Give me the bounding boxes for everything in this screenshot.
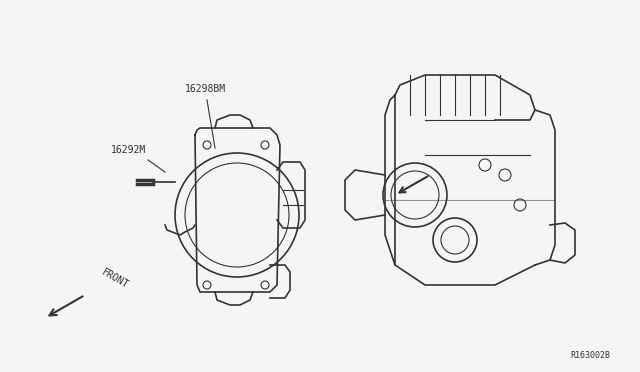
Text: R163002B: R163002B <box>570 351 610 360</box>
Text: 16298BM: 16298BM <box>184 84 225 94</box>
Text: FRONT: FRONT <box>100 267 131 290</box>
Text: 16292M: 16292M <box>110 145 146 155</box>
